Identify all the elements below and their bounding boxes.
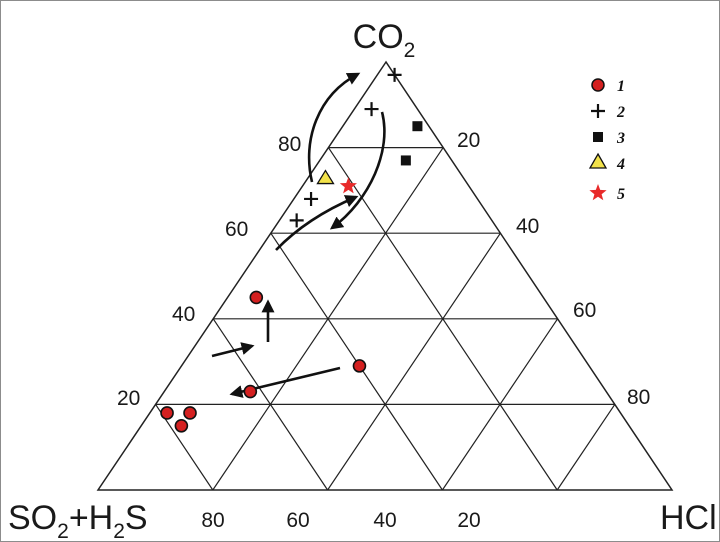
legend: 1 2 3 4 5 <box>588 78 625 203</box>
point-group-3 <box>412 121 423 132</box>
point-group-1 <box>183 406 197 420</box>
right-tick-20: 20 <box>457 129 480 152</box>
legend-label-5: 5 <box>617 186 625 203</box>
bottom-tick-20: 20 <box>457 509 480 532</box>
point-group-2 <box>304 191 319 206</box>
right-tick-40: 40 <box>516 215 539 238</box>
left-tick-80: 80 <box>278 133 301 156</box>
outer-triangle <box>96 60 674 491</box>
point-group-2 <box>289 213 304 228</box>
point-group-3 <box>400 155 411 166</box>
legend-plus-icon <box>591 104 605 118</box>
right-tick-60: 60 <box>573 299 596 322</box>
bottom-tick-40: 40 <box>373 509 396 532</box>
point-group-1 <box>160 406 174 420</box>
point-group-2 <box>387 67 402 82</box>
point-group-1 <box>352 359 367 373</box>
trend-arrow <box>275 195 359 251</box>
trend-arrow <box>329 111 386 230</box>
right-tick-80: 80 <box>627 386 650 409</box>
data-points <box>160 67 423 433</box>
grid-line-so2 <box>327 147 558 491</box>
legend-label-2: 2 <box>616 104 625 121</box>
point-group-1 <box>174 418 189 433</box>
grid-line-hcl <box>327 232 501 491</box>
grid-line-hcl <box>556 404 616 491</box>
left-tick-40: 40 <box>172 303 195 326</box>
grid-line-hcl <box>212 147 444 491</box>
left-tick-60: 60 <box>225 218 248 241</box>
legend-triangle-icon <box>588 152 608 169</box>
point-group-5 <box>339 177 357 194</box>
vertex-label-so2-h2s: SO2+H2S <box>8 499 148 542</box>
bottom-tick-80: 80 <box>201 509 224 532</box>
point-group-1 <box>249 290 264 305</box>
point-group-1 <box>243 384 258 399</box>
vertex-label-co2: CO2 <box>353 18 416 62</box>
legend-square-icon <box>593 132 603 142</box>
legend-circle-icon <box>591 78 605 92</box>
legend-label-4: 4 <box>616 156 625 173</box>
legend-label-1: 1 <box>617 78 625 95</box>
left-tick-20: 20 <box>117 387 140 410</box>
trend-arrow <box>307 72 361 183</box>
legend-label-3: 3 <box>616 130 625 147</box>
bottom-tick-60: 60 <box>286 509 309 532</box>
vertex-label-hcl: HCl <box>660 499 717 537</box>
point-group-2 <box>364 102 379 117</box>
legend-star-icon <box>589 184 607 201</box>
trend-arrow <box>211 342 255 358</box>
point-group-4 <box>316 169 335 185</box>
